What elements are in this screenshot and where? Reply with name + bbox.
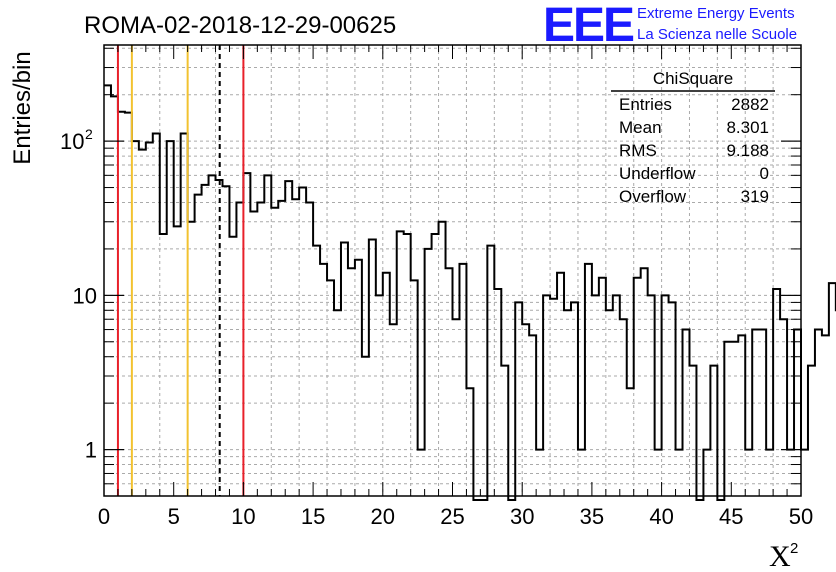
stats-box: ChiSquare Entries 2882 Mean 8.301 RMS 9.188 Un… <box>611 69 775 206</box>
x-tick-label: 40 <box>649 504 673 529</box>
y-tick-exponent: 2 <box>85 126 93 142</box>
stats-box-title: ChiSquare <box>653 69 733 88</box>
x-tick-label: 5 <box>168 504 180 529</box>
x-tick-label: 25 <box>440 504 464 529</box>
x-tick-label: 45 <box>719 504 743 529</box>
stats-label: RMS <box>619 141 657 160</box>
eee-logo-text: EEE <box>543 0 634 52</box>
x-tick-label: 30 <box>510 504 534 529</box>
logo-line-2: La Scienza nelle Scuole <box>637 26 797 43</box>
stats-label: Underflow <box>619 164 696 183</box>
x-tick-label: 15 <box>301 504 325 529</box>
x-tick-label: 0 <box>98 504 110 529</box>
chart-title: ROMA-02-2018-12-29-00625 <box>84 12 396 39</box>
y-axis-label: Entries/bin <box>9 51 36 164</box>
x-tick-label: 20 <box>371 504 395 529</box>
stats-value: 319 <box>741 187 769 206</box>
stats-label: Entries <box>619 95 672 114</box>
stats-label: Overflow <box>619 187 687 206</box>
x-tick-labels: 0 5 10 15 20 25 30 35 40 45 50 <box>98 504 813 529</box>
stats-value: 8.301 <box>726 118 769 137</box>
x-axis-exponent: 2 <box>790 540 798 557</box>
marker-lines <box>116 45 245 496</box>
plot-frame <box>103 44 802 497</box>
histogram-outline <box>104 84 836 501</box>
stats-label: Mean <box>619 118 662 137</box>
x-tick-label: 10 <box>231 504 255 529</box>
y-tick-label: 10 <box>73 283 97 308</box>
x-axis-label: X 2 <box>769 540 798 572</box>
y-tick-label: 1 <box>85 438 97 463</box>
y-tick-label: 10 <box>60 129 84 154</box>
x-tick-label: 50 <box>789 504 813 529</box>
stats-value: 0 <box>760 164 769 183</box>
eee-logo: EEE Extreme Energy Events La Scienza nel… <box>543 0 797 52</box>
stats-value: 9.188 <box>726 141 769 160</box>
logo-line-1: Extreme Energy Events <box>637 5 795 22</box>
x-axis-symbol: X <box>769 540 791 572</box>
x-tick-label: 35 <box>580 504 604 529</box>
stats-value: 2882 <box>731 95 769 114</box>
